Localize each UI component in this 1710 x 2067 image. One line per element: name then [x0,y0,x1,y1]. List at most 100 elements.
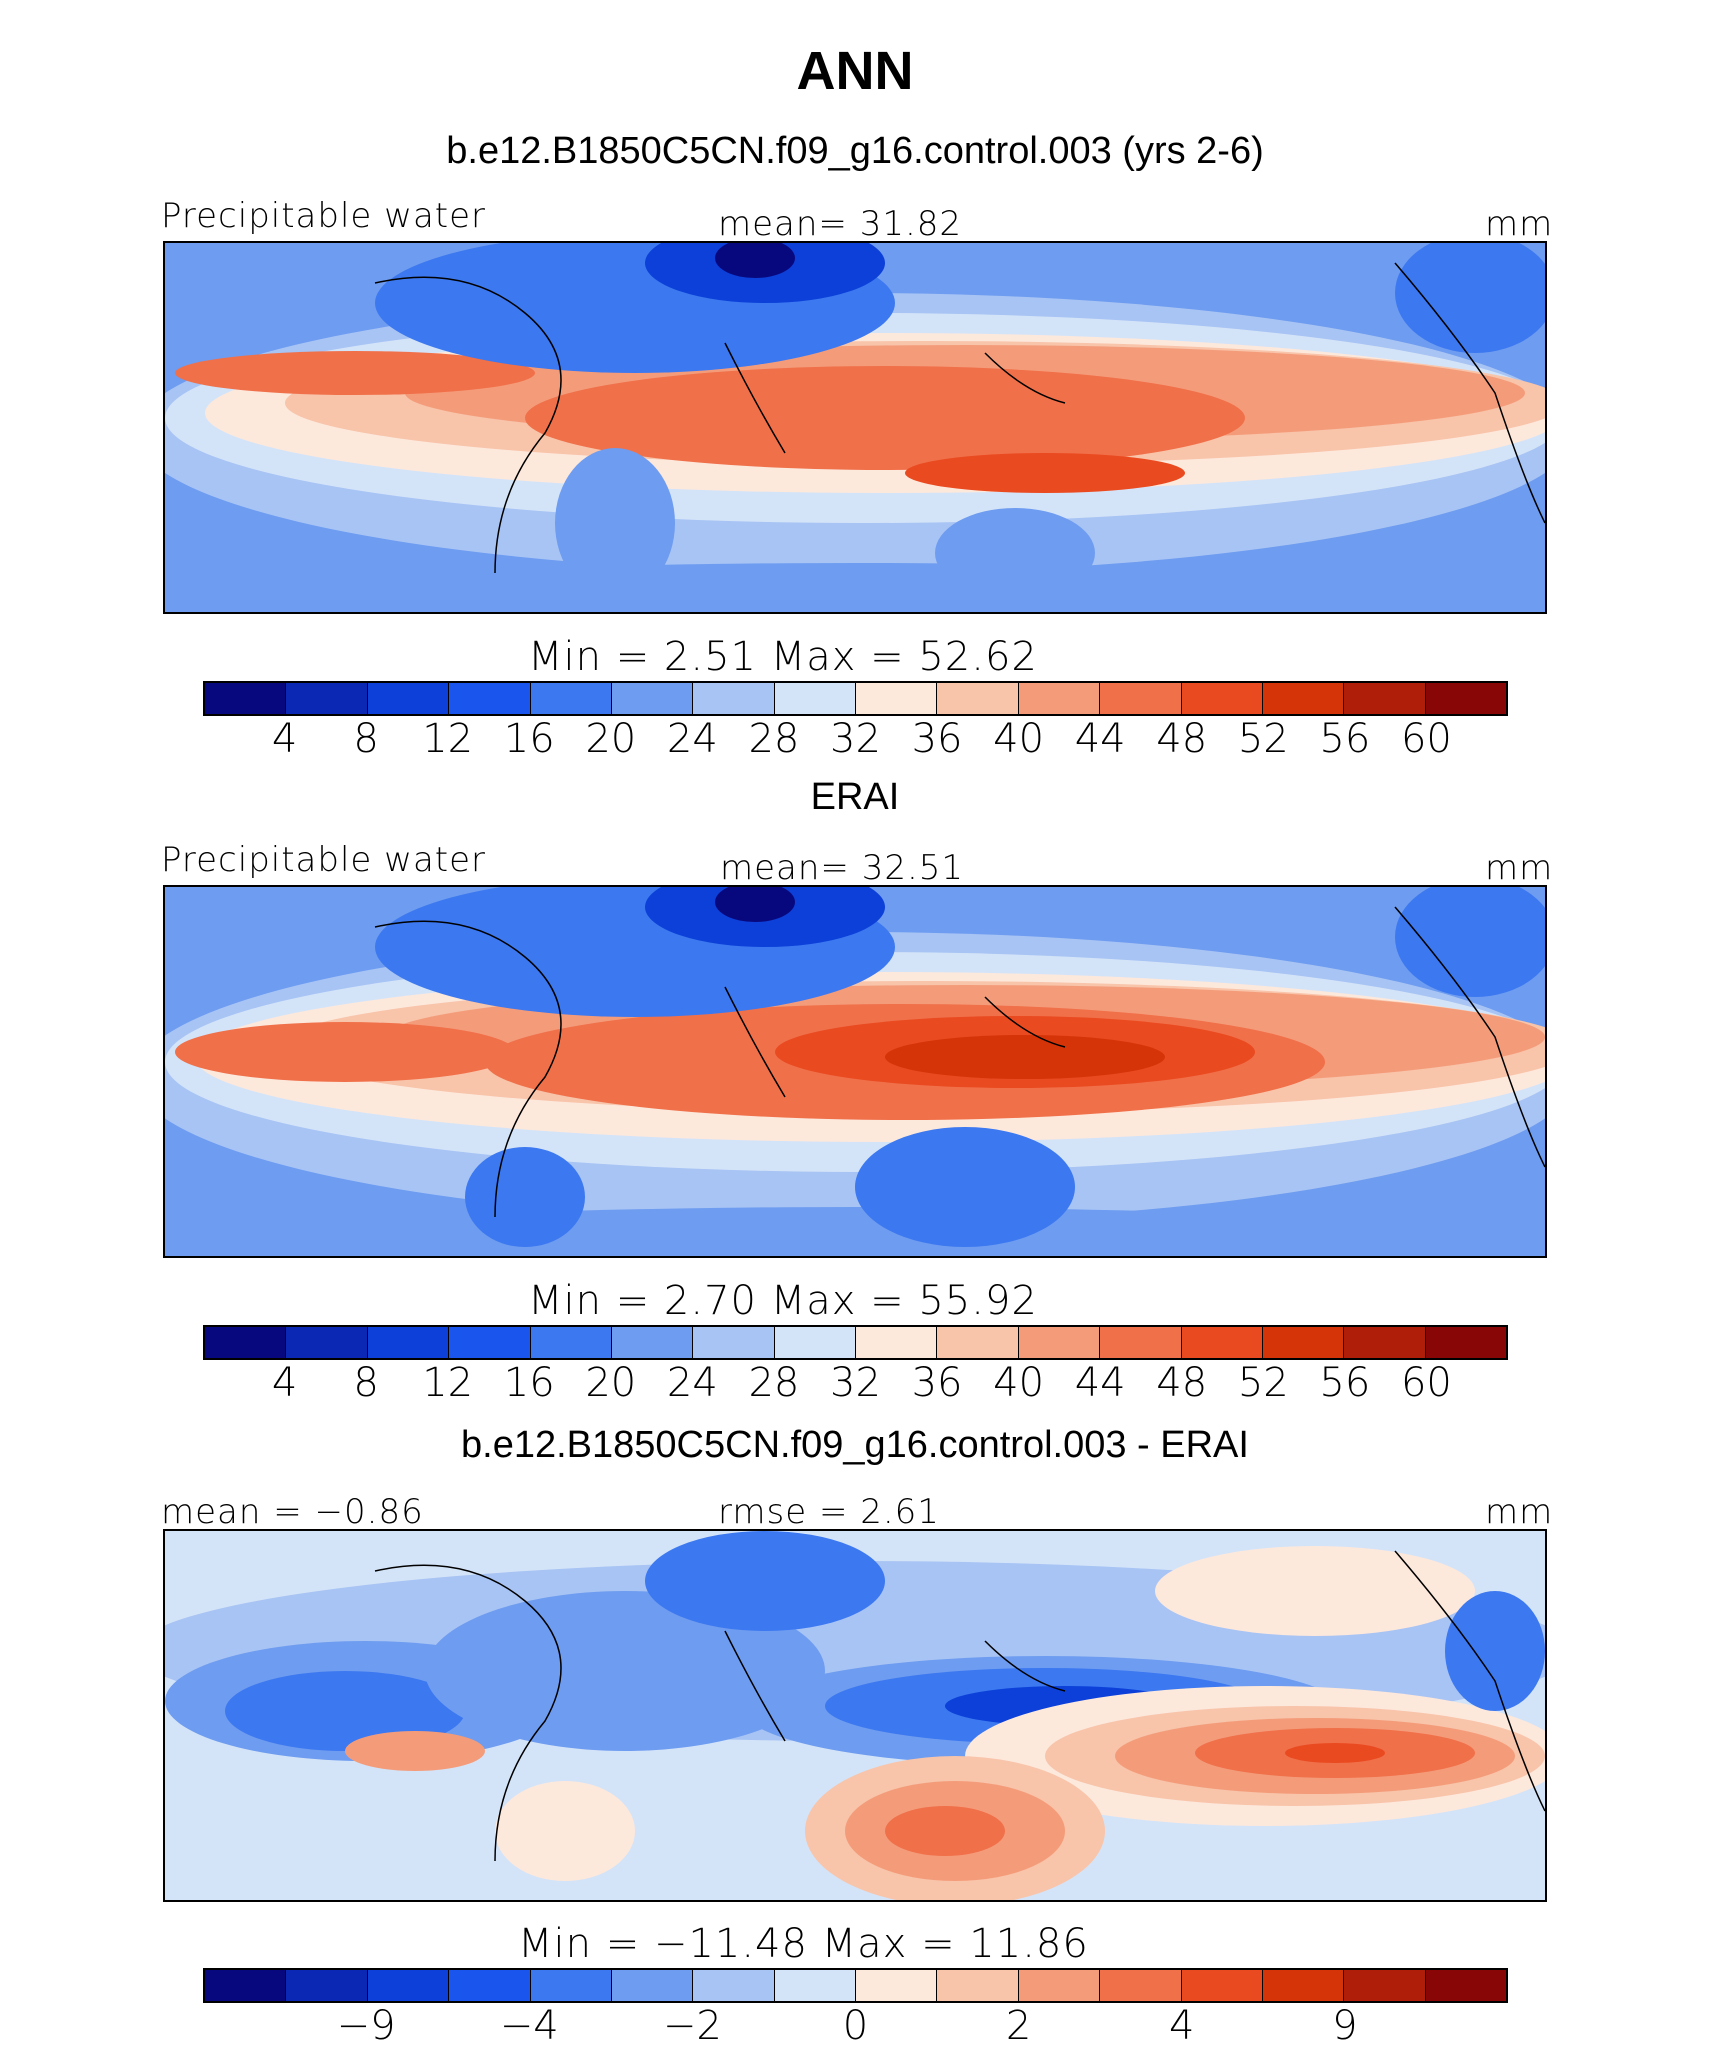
colorbar-swatch [693,1327,775,1358]
colorbar-swatch [1100,1327,1182,1358]
panel2-minmax: Min = 2.70 Max = 55.92 [528,1278,1038,1324]
colorbar-swatch [1344,1327,1426,1358]
colorbar-swatch [1181,1970,1263,2001]
panel1-mean-label: mean= 31.82 [718,204,963,244]
colorbar-swatch [449,1327,531,1358]
colorbar-tick-label: 44 [1074,716,1126,762]
panel2-title: ERAI [810,776,900,818]
colorbar-tick-label: 12 [422,1360,474,1406]
colorbar-swatch [937,1970,1019,2001]
colorbar-tick-label: 52 [1237,716,1289,762]
figure-title: ANN [796,41,914,101]
colorbar-tick-label: 40 [993,716,1045,762]
colorbar-swatch [205,1327,287,1358]
colorbar-tick-label: 16 [503,1360,555,1406]
colorbar-tick-label: 9 [1332,2003,1358,2049]
panel2-colorbar-ticks: 4 8 12 16 20 24 28 32 36 40 44 48 52 56 60 [0,1360,1710,1410]
colorbar-tick-label: 32 [830,1360,881,1406]
colorbar-tick-label: 8 [353,1360,379,1406]
panel2-map [163,885,1547,1258]
colorbar-tick-label: 24 [666,1360,718,1406]
colorbar-tick-label: −4 [499,2003,559,2049]
panel1-minmax: Min = 2.51 Max = 52.62 [528,634,1038,680]
colorbar-tick-label: 0 [842,2003,869,2049]
colorbar-swatch [1181,1327,1263,1358]
colorbar-tick-label: 8 [353,716,379,762]
colorbar-tick-label: 36 [911,1360,963,1406]
colorbar-swatch [286,683,368,714]
colorbar-swatch [856,1970,938,2001]
panel1-field [165,243,1545,612]
colorbar-swatch [856,1327,938,1358]
panel1-variable-label: Precipitable water [161,196,487,236]
colorbar-swatch [1262,683,1345,714]
colorbar-swatch [1262,1327,1345,1358]
colorbar-tick-label: 4 [1169,2003,1195,2049]
colorbar-swatch [611,683,694,714]
panel3-field [165,1531,1545,1900]
panel2-field [165,887,1545,1256]
colorbar-swatch [367,1327,450,1358]
colorbar-swatch [1344,683,1426,714]
colorbar-swatch [205,683,287,714]
panel2-colorbar [203,1325,1508,1360]
colorbar-swatch [937,1327,1019,1358]
panel1-title: b.e12.B1850C5CN.f09_g16.control.003 (yrs… [446,130,1264,172]
colorbar-swatch [530,1327,612,1358]
colorbar-swatch [1100,1970,1182,2001]
colorbar-tick-label: 24 [666,716,718,762]
colorbar-swatch [1100,683,1182,714]
colorbar-tick-label: 20 [585,716,637,762]
colorbar-tick-label: 32 [830,716,881,762]
colorbar-swatch [1018,683,1101,714]
colorbar-tick-label: −2 [662,2003,722,2049]
colorbar-swatch [286,1327,368,1358]
panel3-map [163,1529,1547,1902]
panel1-colorbar [203,681,1508,716]
colorbar-swatch [367,683,450,714]
colorbar-tick-label: 48 [1156,1360,1208,1406]
colorbar-tick-label: 56 [1319,1360,1371,1406]
colorbar-tick-label: −9 [336,2003,396,2049]
colorbar-swatch [1018,1970,1101,2001]
colorbar-swatch [611,1970,694,2001]
panel3-rmse-label: rmse = 2.61 [718,1492,940,1532]
panel2-units-label: mm [1485,848,1554,888]
panel1-map [163,241,1547,614]
panel2-variable-label: Precipitable water [161,840,487,880]
panel1-units-label: mm [1485,204,1554,244]
colorbar-tick-label: 60 [1400,716,1452,762]
panel3-colorbar-ticks: −9 −4 −2 0 2 4 9 [0,2003,1710,2053]
panel2-mean-label: mean= 32.51 [720,848,965,888]
colorbar-tick-label: 4 [271,716,298,762]
colorbar-tick-label: 56 [1319,716,1371,762]
colorbar-swatch [856,683,938,714]
colorbar-tick-label: 36 [911,716,963,762]
colorbar-swatch [774,683,856,714]
colorbar-tick-label: 28 [748,1360,800,1406]
colorbar-swatch [1425,1970,1506,2001]
colorbar-swatch [1425,683,1506,714]
panel3-minmax: Min = −11.48 Max = 11.86 [518,1921,1089,1967]
colorbar-tick-label: 4 [271,1360,298,1406]
panel3-colorbar [203,1968,1508,2003]
colorbar-swatch [367,1970,450,2001]
colorbar-swatch [1181,683,1263,714]
colorbar-swatch [1344,1970,1426,2001]
panel3-mean-label: mean = −0.86 [161,1492,424,1532]
colorbar-tick-label: 2 [1005,2003,1032,2049]
colorbar-swatch [286,1970,368,2001]
colorbar-swatch [449,1970,531,2001]
colorbar-swatch [205,1970,287,2001]
colorbar-swatch [693,683,775,714]
colorbar-tick-label: 16 [503,716,555,762]
colorbar-swatch [774,1327,856,1358]
colorbar-swatch [449,683,531,714]
colorbar-swatch [1018,1327,1101,1358]
colorbar-tick-label: 48 [1156,716,1208,762]
colorbar-tick-label: 40 [993,1360,1045,1406]
colorbar-swatch [611,1327,694,1358]
colorbar-tick-label: 28 [748,716,800,762]
panel3-units-label: mm [1485,1492,1554,1532]
colorbar-swatch [530,683,612,714]
